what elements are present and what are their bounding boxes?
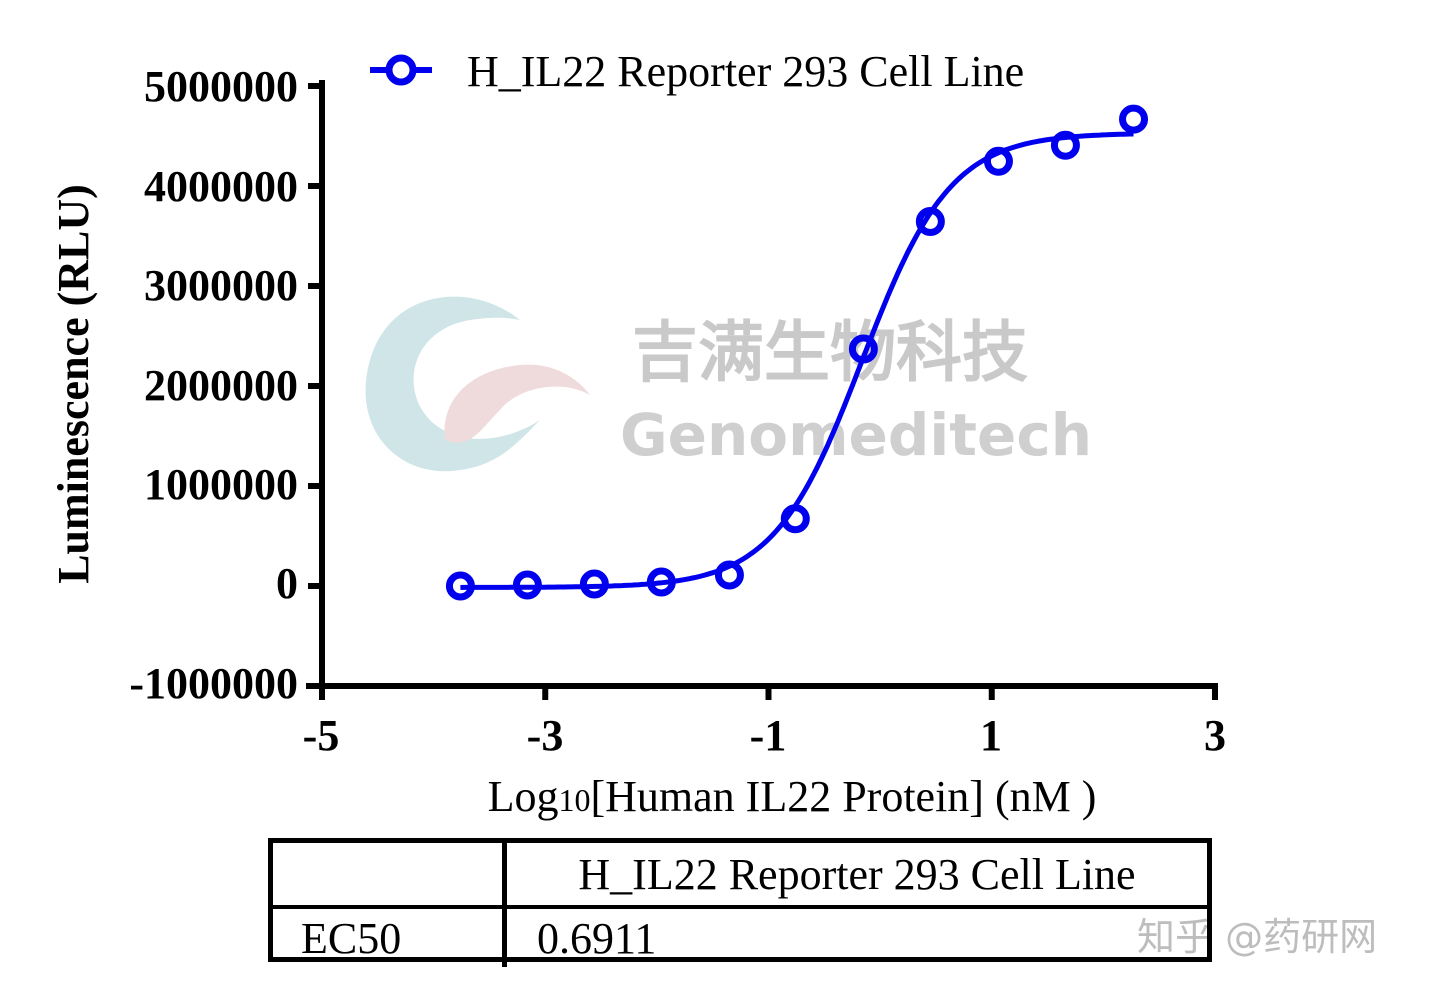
- axes: [306, 80, 1218, 700]
- data-point-marker-icon: [1119, 104, 1149, 134]
- x-axis-title: Log10[Human IL22 Protein] (nM ): [488, 772, 1097, 821]
- y-tick-label: -1000000: [129, 659, 298, 708]
- watermark-platform: 知乎 @药研网: [1137, 915, 1377, 959]
- data-point-marker-icon: [579, 569, 609, 599]
- y-tick-label: 0: [276, 559, 298, 608]
- data-point-marker-icon: [848, 334, 878, 364]
- watermark-logo: [365, 296, 590, 472]
- y-tick-label: 2000000: [144, 361, 298, 410]
- table-row: EC50 0.6911: [273, 905, 1207, 967]
- legend: H_IL22 Reporter 293 Cell Line: [370, 47, 1024, 96]
- y-axis-title: Luminescence (RLU): [49, 184, 98, 584]
- y-tick-label: 5000000: [144, 62, 298, 111]
- table-header-series: H_IL22 Reporter 293 Cell Line: [578, 849, 1136, 899]
- data-points: [445, 104, 1149, 601]
- legend-label: H_IL22 Reporter 293 Cell Line: [467, 47, 1024, 96]
- y-tick-label: 4000000: [144, 162, 298, 211]
- data-point-marker-icon: [646, 567, 676, 597]
- data-point-marker-icon: [780, 504, 810, 534]
- watermark-company-cn: 吉满生物科技: [632, 314, 1028, 391]
- y-tick-label: 1000000: [144, 460, 298, 509]
- y-tick-labels: 5000000 4000000 3000000 2000000 1000000 …: [129, 62, 298, 708]
- data-point-marker-icon: [714, 560, 744, 590]
- x-tick-labels: -5 -3 -1 1 3: [303, 711, 1226, 760]
- legend-marker-icon: [385, 54, 417, 86]
- table-header-blank: [273, 843, 507, 905]
- watermark-company-en: Genomeditech: [620, 401, 1092, 469]
- x-tick-label: -1: [750, 711, 787, 760]
- ec50-table: H_IL22 Reporter 293 Cell Line EC50 0.691…: [268, 838, 1212, 967]
- x-tick-label: 3: [1204, 711, 1226, 760]
- table-row-value: 0.6911: [537, 913, 657, 963]
- x-tick-label: -3: [527, 711, 564, 760]
- x-tick-label: -5: [303, 711, 340, 760]
- data-point-marker-icon: [512, 570, 542, 600]
- table-row-label: EC50: [273, 909, 507, 967]
- x-tick-label: 1: [980, 711, 1002, 760]
- y-tick-label: 3000000: [144, 261, 298, 310]
- data-point-marker-icon: [983, 146, 1013, 176]
- data-point-marker-icon: [915, 207, 945, 236]
- table-header-row: H_IL22 Reporter 293 Cell Line: [273, 843, 1207, 905]
- data-point-marker-icon: [1050, 130, 1080, 160]
- fit-curve: [460, 131, 1134, 590]
- data-point-marker-icon: [445, 571, 475, 601]
